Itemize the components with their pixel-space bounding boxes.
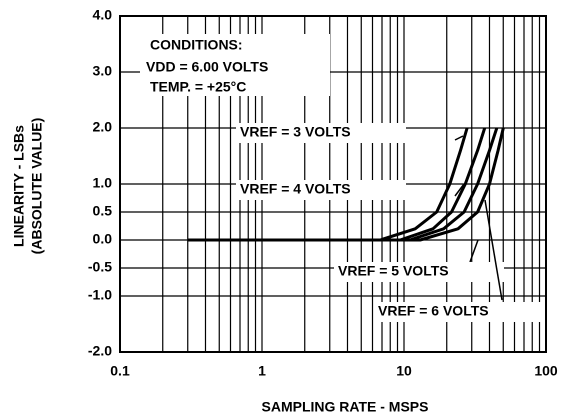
y-axis-label: (ABSOLUTE VALUE)	[29, 118, 45, 255]
y-tick-label: -2.0	[88, 343, 112, 359]
x-axis-label: SAMPLING RATE - MSPS	[262, 399, 429, 415]
series-line	[187, 127, 505, 242]
curves-layer	[187, 127, 505, 242]
x-tick-label: 10	[396, 363, 412, 379]
y-tick-label: 3.0	[93, 63, 113, 79]
labels-layer: CONDITIONS: VDD = 6.00 VOLTS TEMP. = +25…	[140, 34, 544, 322]
conditions-box	[140, 34, 330, 96]
label-bg	[236, 180, 406, 200]
leader-arrow	[469, 239, 479, 263]
annotation: CONDITIONS:	[150, 37, 243, 53]
y-tick-label: 4.0	[93, 7, 113, 23]
label-bg	[236, 123, 406, 143]
leader-arrow	[454, 135, 464, 141]
legend-label: VREF = 5 VOLTS	[338, 263, 449, 279]
y-tick-label: -1.0	[88, 287, 112, 303]
x-tick-label: 1	[258, 363, 266, 379]
annotation: TEMP. = +25°C	[150, 79, 246, 95]
legend-label: VREF = 6 VOLTS	[378, 303, 489, 319]
y-tick-label: 0.5	[93, 203, 113, 219]
leader-arrow	[484, 199, 503, 301]
label-bg	[334, 262, 504, 282]
y-tick-label: -0.5	[88, 259, 112, 275]
annotation: VDD = 6.00 VOLTS	[146, 59, 268, 75]
leader-arrow	[454, 183, 465, 197]
y-tick-label: 1.0	[93, 175, 113, 191]
y-tick-label: 2.0	[93, 119, 113, 135]
y-tick-label: 0.0	[93, 231, 113, 247]
legend-label: VREF = 4 VOLTS	[240, 181, 351, 197]
y-axis-label: LINEARITY - LSBs	[11, 125, 27, 247]
x-tick-label: 0.1	[110, 363, 130, 379]
legend-label: VREF = 3 VOLTS	[240, 124, 351, 140]
label-bg	[374, 302, 544, 322]
x-tick-label: 100	[534, 363, 558, 379]
